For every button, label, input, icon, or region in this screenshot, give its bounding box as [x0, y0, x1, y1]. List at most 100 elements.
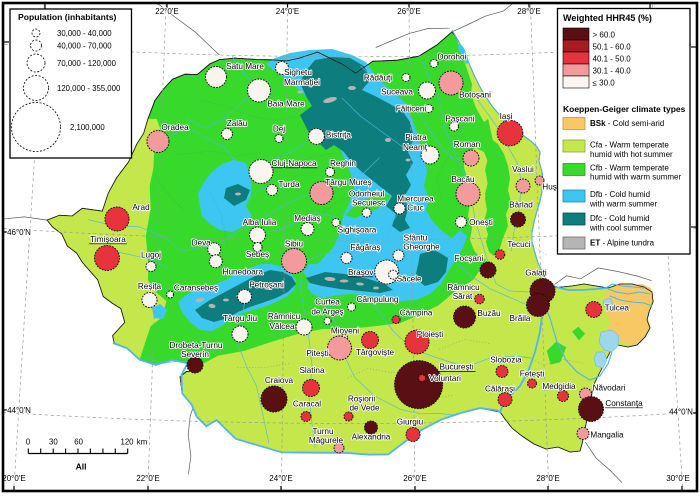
svg-text:Sărat: Sărat [453, 292, 473, 301]
svg-text:40.1 - 50.0: 40.1 - 50.0 [593, 55, 632, 64]
svg-text:with cool summer: with cool summer [589, 224, 653, 233]
svg-text:Alexandria: Alexandria [352, 433, 391, 442]
svg-text:Fălticeni: Fălticeni [396, 105, 427, 114]
svg-text:30,000 - 40,000: 30,000 - 40,000 [57, 29, 112, 38]
svg-text:Botoşani: Botoşani [459, 91, 491, 100]
svg-text:Turda: Turda [278, 180, 300, 189]
svg-text:Weighted HHR45 (%): Weighted HHR45 (%) [563, 13, 652, 23]
svg-text:Arad: Arad [132, 203, 150, 212]
svg-text:Neamţ: Neamţ [403, 143, 428, 152]
svg-text:Focşani: Focşani [455, 254, 484, 263]
svg-text:Piatra: Piatra [405, 133, 427, 142]
svg-text:Dorohoi: Dorohoi [438, 53, 467, 62]
svg-text:Medgidia: Medgidia [542, 382, 576, 391]
svg-text:Alba Iulia: Alba Iulia [243, 218, 277, 227]
svg-text:40,000 - 70,000: 40,000 - 70,000 [57, 42, 112, 51]
svg-text:Suceava: Suceava [381, 88, 413, 97]
svg-text:Giurgiu: Giurgiu [397, 418, 424, 427]
svg-text:Sighetu: Sighetu [284, 68, 312, 77]
svg-text:Făgăraş: Făgăraş [350, 243, 380, 252]
svg-text:≤ 30.0: ≤ 30.0 [593, 79, 616, 88]
svg-text:Dfc - Cold humid: Dfc - Cold humid [590, 214, 650, 223]
svg-text:Petroşani: Petroşani [249, 281, 284, 290]
svg-text:Iaşi: Iaşi [500, 112, 513, 121]
svg-text:Population (inhabitants): Population (inhabitants) [18, 12, 116, 22]
svg-text:Oradea: Oradea [161, 123, 189, 132]
svg-text:Râmnicu: Râmnicu [268, 312, 301, 321]
svg-text:28°0'E: 28°0'E [536, 474, 559, 483]
svg-text:22°0'E: 22°0'E [155, 7, 178, 16]
svg-text:2,100,000: 2,100,000 [70, 123, 105, 132]
svg-text:Sebeş: Sebeş [246, 250, 269, 259]
svg-text:50.1 - 60.0: 50.1 - 60.0 [593, 43, 632, 52]
svg-text:Slobozia: Slobozia [490, 356, 522, 365]
svg-text:Secuiesc: Secuiesc [352, 199, 385, 208]
svg-text:Cluj-Napoca: Cluj-Napoca [271, 159, 316, 168]
svg-text:120,000 - 355,000: 120,000 - 355,000 [57, 84, 121, 93]
svg-text:Hunedoara: Hunedoara [223, 267, 264, 276]
svg-text:Tulcea: Tulcea [605, 304, 630, 313]
svg-text:30: 30 [49, 438, 58, 447]
svg-text:30.1 - 40.0: 30.1 - 40.0 [593, 67, 632, 76]
svg-text:Lugoj: Lugoj [141, 251, 161, 260]
svg-text:Piteşti: Piteşti [306, 349, 328, 358]
svg-text:Feteşti: Feteşti [520, 370, 545, 379]
svg-text:Severin: Severin [181, 350, 209, 359]
svg-text:Târgu Mureş: Târgu Mureş [325, 178, 371, 187]
svg-text:20°0'E: 20°0'E [2, 474, 25, 483]
svg-text:humid with hot summer: humid with hot summer [590, 150, 673, 159]
svg-text:Baia Mare: Baia Mare [267, 100, 305, 109]
svg-text:Satu Mare: Satu Mare [226, 62, 264, 71]
svg-text:Timişoara: Timişoara [90, 235, 126, 244]
svg-text:Paşcani: Paşcani [445, 115, 474, 124]
svg-text:Slatina: Slatina [299, 366, 324, 375]
svg-text:Gheorghe: Gheorghe [403, 243, 440, 252]
svg-text:Bucureşti: Bucureşti [440, 363, 474, 372]
svg-text:Tecuci: Tecuci [507, 240, 530, 249]
svg-text:Bistriţa: Bistriţa [326, 130, 351, 139]
svg-text:28°0'E: 28°0'E [517, 7, 540, 16]
svg-text:Caracal: Caracal [293, 400, 321, 409]
svg-text:Curtea: Curtea [315, 298, 340, 307]
svg-text:Buzău: Buzău [477, 309, 501, 318]
svg-text:Oneşti: Oneşti [469, 218, 493, 227]
svg-text:All: All [76, 462, 87, 472]
svg-text:26°0'E: 26°0'E [397, 7, 420, 16]
svg-text:Târgovişte: Târgovişte [356, 348, 395, 357]
svg-text:de Vede: de Vede [349, 404, 379, 413]
svg-text:Dej: Dej [273, 125, 285, 134]
svg-text:Turnu: Turnu [312, 427, 334, 436]
svg-text:22°0'E: 22°0'E [136, 474, 159, 483]
svg-text:Roşiorii: Roşiorii [348, 395, 375, 404]
svg-text:Cfb - Warm temperate: Cfb - Warm temperate [590, 164, 669, 173]
svg-text:> 60.0: > 60.0 [593, 31, 616, 40]
svg-text:26°0'E: 26°0'E [403, 474, 426, 483]
svg-text:Câmpina: Câmpina [400, 309, 433, 318]
svg-text:30°0'E: 30°0'E [666, 474, 689, 483]
svg-text:Reghin: Reghin [330, 159, 356, 168]
svg-text:Ploieşti: Ploieşti [417, 330, 444, 339]
svg-text:Săcele: Săcele [397, 275, 422, 284]
svg-text:Râmnicu: Râmnicu [447, 283, 480, 292]
svg-text:0: 0 [26, 438, 31, 447]
svg-text:Braşov: Braşov [348, 268, 374, 277]
svg-text:Cfa - Warm temperate: Cfa - Warm temperate [590, 141, 669, 150]
svg-text:Măgurele: Măgurele [309, 436, 344, 445]
svg-text:Craiova: Craiova [265, 376, 294, 385]
svg-text:Bacău: Bacău [451, 175, 475, 184]
svg-text:Ciuc: Ciuc [407, 204, 423, 213]
svg-text:Călăraşi: Călăraşi [485, 385, 515, 394]
svg-text:Miercurea: Miercurea [397, 195, 434, 204]
svg-text:Dfb - Cold humid: Dfb - Cold humid [590, 190, 650, 199]
svg-text:BSk - Cold semi-arid: BSk - Cold semi-arid [590, 119, 664, 128]
svg-text:Câmpulung: Câmpulung [357, 295, 399, 304]
svg-text:Galaţi: Galaţi [525, 269, 547, 278]
svg-text:Mangalia: Mangalia [590, 431, 624, 440]
svg-text:70,000 - 120,000: 70,000 - 120,000 [57, 59, 117, 68]
svg-text:Drobeta-Turnu: Drobeta-Turnu [170, 341, 223, 350]
svg-text:Deva: Deva [192, 238, 212, 247]
svg-text:km: km [137, 438, 147, 447]
svg-text:humid with warm summer: humid with warm summer [590, 173, 681, 182]
svg-text:60: 60 [74, 438, 83, 447]
svg-text:with warm summer: with warm summer [589, 200, 657, 209]
